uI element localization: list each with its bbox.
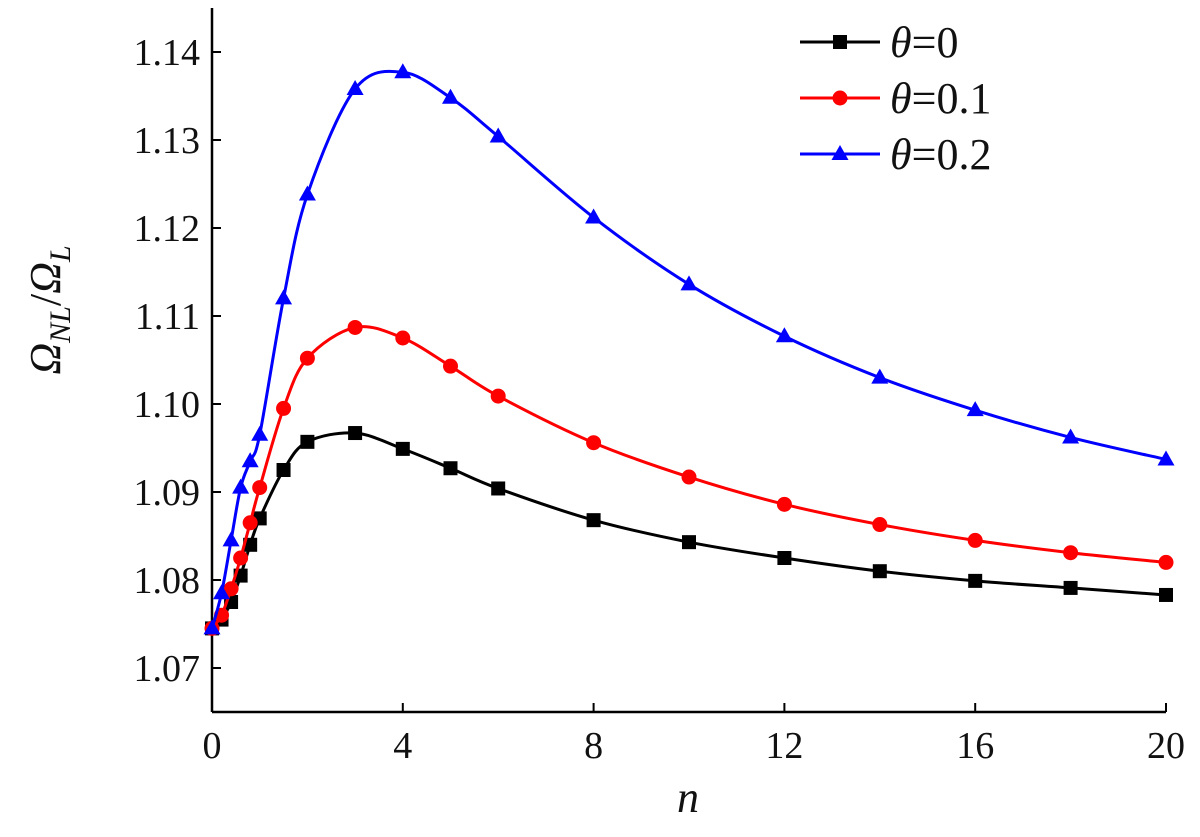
legend-marker — [833, 35, 847, 49]
y-axis-title-omega-nl: Ω — [21, 343, 70, 375]
legend-label: θ=0.2 — [890, 130, 991, 179]
x-tick-label: 12 — [765, 725, 803, 767]
data-point — [203, 619, 221, 635]
data-point — [276, 463, 291, 477]
data-point — [586, 435, 602, 451]
data-point — [968, 573, 983, 588]
y-tick-label: 1.11 — [135, 296, 200, 338]
y-tick-label: 1.08 — [134, 560, 201, 602]
x-tick-label: 20 — [1147, 725, 1185, 767]
y-axis-title-sub-nl: NL — [44, 306, 77, 344]
data-point — [680, 275, 698, 291]
x-tick-label: 0 — [203, 725, 222, 767]
legend-item: θ=0 — [800, 18, 958, 67]
data-point — [223, 581, 239, 597]
data-point — [276, 400, 292, 416]
y-axis-title-slash: / — [21, 293, 70, 306]
data-point — [346, 79, 364, 95]
data-point — [394, 63, 412, 79]
y-tick-label: 1.10 — [134, 384, 201, 426]
y-tick-label: 1.12 — [134, 208, 201, 250]
series-line — [210, 431, 1167, 630]
data-point — [872, 517, 888, 533]
data-point — [490, 388, 506, 404]
data-point — [251, 425, 269, 441]
y-tick-label: 1.14 — [134, 32, 201, 74]
data-point — [967, 532, 983, 548]
data-point — [1159, 587, 1173, 602]
data-point — [1157, 450, 1175, 466]
data-point — [213, 584, 231, 600]
data-point — [1062, 428, 1080, 444]
data-point — [1158, 554, 1174, 570]
data-point — [348, 426, 363, 441]
legend-label: θ=0.1 — [890, 74, 991, 123]
series-0 — [205, 426, 1173, 636]
data-point — [491, 481, 506, 496]
x-tick-label: 8 — [584, 725, 603, 767]
data-point — [395, 330, 411, 346]
legend-marker — [832, 90, 848, 106]
data-point — [585, 208, 603, 224]
y-axis-title-omega-l: Ω — [21, 262, 70, 294]
data-point — [252, 480, 268, 496]
data-point — [241, 452, 259, 468]
y-axis-title-sub-l: L — [44, 245, 77, 263]
svg-text:ΩNL/ΩL: ΩNL/ΩL — [21, 245, 77, 374]
series-1 — [204, 319, 1174, 636]
legend-label: θ=0 — [890, 18, 958, 67]
y-tick-label: 1.09 — [134, 472, 201, 514]
series-line — [210, 69, 1167, 629]
data-point — [586, 513, 601, 528]
data-point — [443, 461, 458, 476]
data-point — [776, 496, 792, 512]
data-point — [298, 185, 316, 201]
data-point — [966, 401, 984, 417]
data-point — [872, 564, 887, 579]
data-point — [222, 531, 240, 547]
data-point — [232, 478, 250, 494]
x-axis-title: n — [677, 773, 699, 822]
series-2 — [203, 63, 1175, 635]
data-point — [443, 358, 458, 374]
data-point — [300, 434, 315, 449]
data-point — [299, 350, 315, 366]
data-point — [682, 535, 696, 550]
legend: θ=0 θ=0.1 θ=0.2 — [800, 18, 991, 179]
data-point — [275, 289, 293, 305]
data-point — [233, 550, 249, 566]
series-layer — [203, 63, 1175, 636]
data-point — [442, 88, 459, 104]
data-point — [871, 368, 889, 384]
data-point — [681, 469, 697, 485]
legend-marker — [831, 145, 849, 160]
series-line — [210, 325, 1167, 630]
data-point — [777, 551, 792, 565]
data-point — [242, 515, 258, 531]
data-point — [775, 327, 793, 343]
legend-item: θ=0.2 — [800, 130, 991, 179]
data-point — [489, 127, 507, 143]
y-axis-title: ΩNL/ΩL — [21, 245, 77, 374]
axes: 0 4 8 12 16 20 1.07 1.08 1.09 1.10 1.11 1.12 1.13 1.1… — [134, 8, 1185, 767]
legend-item: θ=0.1 — [800, 74, 991, 123]
data-point — [347, 319, 363, 335]
x-tick-label: 4 — [393, 725, 412, 767]
data-point — [1063, 545, 1079, 561]
data-point — [395, 441, 410, 456]
y-tick-label: 1.13 — [134, 120, 201, 162]
y-tick-label: 1.07 — [134, 648, 201, 690]
x-tick-label: 16 — [956, 725, 994, 767]
data-point — [1063, 580, 1078, 595]
